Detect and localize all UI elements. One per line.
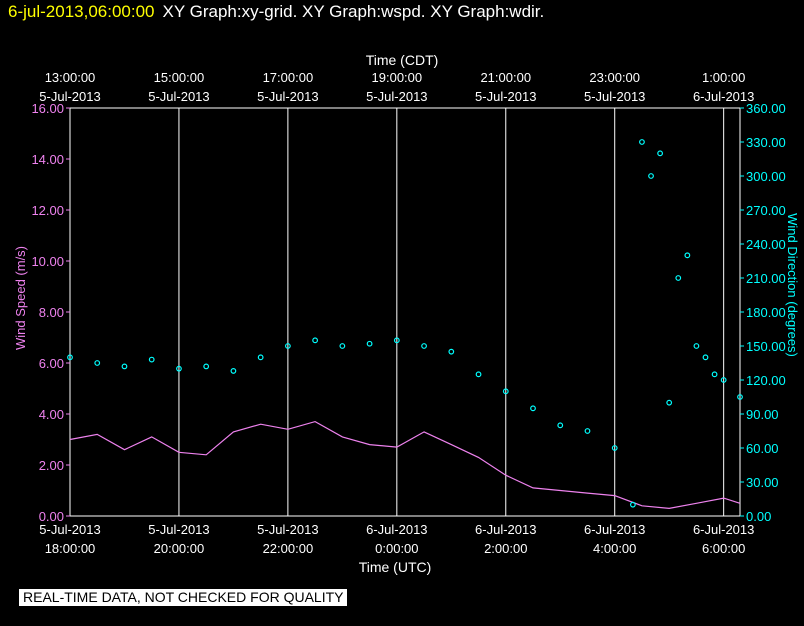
right-tick-label: 30.00 <box>746 475 779 490</box>
left-axis-title: Wind Speed (m/s) <box>13 246 28 350</box>
bottom-tick-label-date: 5-Jul-2013 <box>39 522 100 537</box>
wind-direction-point <box>693 343 700 349</box>
top-axis-title: Time (CDT) <box>366 52 439 68</box>
top-tick-label-date: 5-Jul-2013 <box>39 89 100 104</box>
bottom-tick-label-date: 5-Jul-2013 <box>148 522 209 537</box>
right-tick-label: 210.00 <box>746 271 786 286</box>
left-tick-label: 2.00 <box>39 458 64 473</box>
bottom-tick-label-time: 18:00:00 <box>45 541 96 556</box>
right-tick-label: 360.00 <box>746 101 786 116</box>
wind-direction-point <box>657 150 664 157</box>
right-tick-label: 270.00 <box>746 203 786 218</box>
top-tick-label-time: 23:00:00 <box>589 70 640 85</box>
left-tick-label: 4.00 <box>39 407 64 422</box>
wind-speed-line <box>69 420 741 510</box>
wind-direction-point <box>684 252 691 259</box>
wind-direction-point <box>666 399 673 406</box>
wind-direction-point <box>530 405 536 412</box>
plot-frame <box>69 107 741 517</box>
header-titles: XY Graph:xy-grid. XY Graph:wspd. XY Grap… <box>162 2 545 21</box>
bottom-axis-title: Time (UTC) <box>359 559 432 575</box>
top-tick-label-time: 19:00:00 <box>372 70 423 85</box>
left-tick-label: 8.00 <box>39 305 64 320</box>
wind-direction-point <box>339 343 346 349</box>
left-tick-label: 0.00 <box>39 509 64 524</box>
bottom-tick-label-time: 0:00:00 <box>375 541 418 556</box>
top-tick-label-time: 13:00:00 <box>45 70 96 85</box>
top-tick-label-time: 17:00:00 <box>263 70 314 85</box>
bottom-tick-label-date: 6-Jul-2013 <box>475 522 536 537</box>
wind-direction-point <box>176 365 182 372</box>
wind-direction-point <box>475 371 482 378</box>
right-tick-label: 0.00 <box>746 509 771 524</box>
top-tick-label-date: 5-Jul-2013 <box>475 89 536 104</box>
right-tick-label: 60.00 <box>746 441 779 456</box>
bottom-tick-label-time: 6:00:00 <box>702 541 745 556</box>
right-tick-label: 180.00 <box>746 305 786 320</box>
wind-direction-point <box>366 340 373 347</box>
bottom-tick-label-date: 6-Jul-2013 <box>693 522 754 537</box>
bottom-tick-label-date: 6-Jul-2013 <box>366 522 427 537</box>
top-tick-label-date: 5-Jul-2013 <box>366 89 427 104</box>
bottom-tick-label-time: 2:00:00 <box>484 541 527 556</box>
wind-direction-point <box>230 368 237 374</box>
top-tick-label-date: 5-Jul-2013 <box>257 89 318 104</box>
quality-disclaimer: REAL-TIME DATA, NOT CHECKED FOR QUALITY <box>19 589 348 606</box>
wind-direction-point <box>312 337 319 344</box>
top-tick-label-date: 5-Jul-2013 <box>148 89 209 104</box>
left-tick-label: 14.00 <box>31 152 64 167</box>
right-tick-label: 90.00 <box>746 407 779 422</box>
wind-direction-point <box>502 388 509 395</box>
wind-direction-point <box>737 394 743 400</box>
wind-direction-point <box>557 422 564 429</box>
right-tick-label: 240.00 <box>746 237 786 252</box>
top-tick-label-date: 5-Jul-2013 <box>584 89 645 104</box>
left-tick-label: 6.00 <box>39 356 64 371</box>
top-tick-label-time: 21:00:00 <box>480 70 531 85</box>
right-tick-label: 120.00 <box>746 373 786 388</box>
right-tick-label: 330.00 <box>746 135 786 150</box>
header: 6-jul-2013,06:00:00 XY Graph:xy-grid. XY … <box>8 2 544 22</box>
wind-direction-point <box>675 275 682 281</box>
wind-direction-point <box>720 377 727 383</box>
top-tick-label-date: 6-Jul-2013 <box>693 89 754 104</box>
wind-direction-point <box>148 356 155 363</box>
wind-direction-point <box>284 343 291 349</box>
bottom-tick-label-time: 22:00:00 <box>263 541 314 556</box>
wind-direction-point <box>257 354 264 361</box>
top-tick-label-time: 1:00:00 <box>702 70 745 85</box>
wind-direction-point <box>629 501 636 508</box>
wind-direction-point <box>711 371 718 378</box>
bottom-tick-label-time: 20:00:00 <box>154 541 205 556</box>
right-axis-title: Wind Direction (degrees) <box>785 213 800 357</box>
bottom-tick-label-date: 6-Jul-2013 <box>584 522 645 537</box>
bottom-tick-label-time: 4:00:00 <box>593 541 636 556</box>
wind-direction-point <box>421 343 427 349</box>
bottom-tick-label-date: 5-Jul-2013 <box>257 522 318 537</box>
wind-direction-point <box>393 337 400 344</box>
wind-direction-point <box>611 445 618 451</box>
wind-direction-point <box>448 348 455 355</box>
right-tick-label: 150.00 <box>746 339 786 354</box>
wind-direction-point <box>584 428 591 434</box>
wind-direction-point <box>121 363 128 370</box>
left-tick-label: 12.00 <box>31 203 64 218</box>
wind-direction-point <box>94 360 101 366</box>
top-tick-label-time: 15:00:00 <box>154 70 205 85</box>
left-tick-label: 16.00 <box>31 101 64 116</box>
wind-direction-point <box>67 354 73 361</box>
wind-direction-point <box>648 173 654 179</box>
header-timestamp: 6-jul-2013,06:00:00 <box>8 2 155 21</box>
wind-direction-point <box>203 363 210 370</box>
right-tick-label: 300.00 <box>746 169 786 184</box>
left-tick-label: 10.00 <box>31 254 64 269</box>
wind-direction-point <box>639 139 645 145</box>
wind-direction-point <box>702 354 709 361</box>
